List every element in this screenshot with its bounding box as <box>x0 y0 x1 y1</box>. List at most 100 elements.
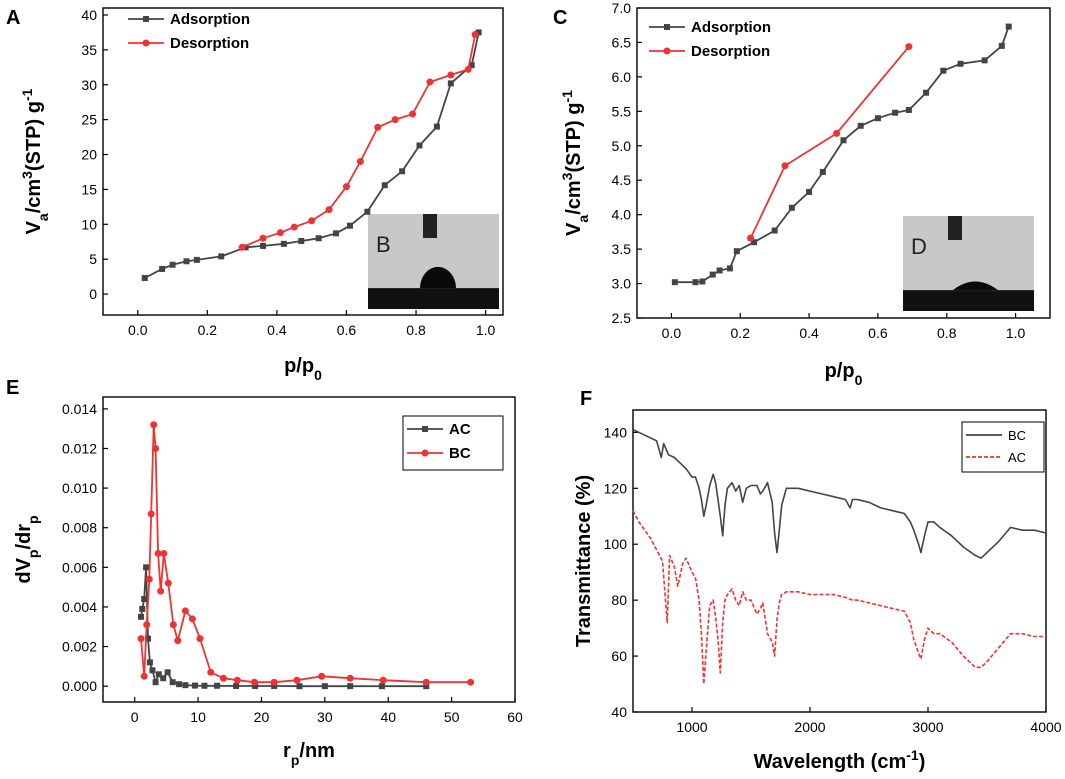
inset-background <box>903 216 1034 291</box>
x-tick-label: 0.2 <box>198 322 218 338</box>
x-tick-label: 4000 <box>1030 719 1061 735</box>
data-point-circle <box>147 510 155 518</box>
data-point-square <box>296 683 303 690</box>
series-desorption <box>747 43 913 242</box>
data-point-square <box>751 239 758 246</box>
x-axis-label-part-1: p <box>291 752 300 768</box>
data-point-circle <box>318 672 326 680</box>
inset-letter: B <box>376 232 391 257</box>
x-tick-label: 2000 <box>794 719 825 735</box>
x-tick-label: 0.0 <box>128 322 148 338</box>
x-axis-label: p/p0 <box>825 360 863 388</box>
y-tick-label: 3.5 <box>612 241 632 257</box>
data-point-square <box>726 265 733 272</box>
y-axis-label-part-4: (STP) g <box>23 101 45 171</box>
data-point-square <box>149 667 156 674</box>
y-tick-label: 40 <box>611 704 627 720</box>
data-point-circle <box>140 672 148 680</box>
data-point-square <box>176 681 183 688</box>
x-tick-label: 0 <box>131 709 139 725</box>
data-point-square <box>692 279 699 286</box>
y-tick-label: 2.5 <box>612 310 632 326</box>
y-axis-label: Va/cm3(STP) g-1 <box>19 88 51 234</box>
data-point-square <box>271 682 278 689</box>
contact-angle-inset: B <box>368 214 499 309</box>
data-point-square <box>152 679 159 686</box>
data-point-square <box>183 258 190 265</box>
data-point-square <box>169 679 176 686</box>
y-axis-label-part-2: /dr <box>13 524 35 550</box>
data-point-circle <box>196 635 204 643</box>
data-point-circle <box>409 110 417 118</box>
data-point-square <box>333 230 340 237</box>
data-point-circle <box>346 674 354 682</box>
data-point-circle <box>169 621 177 629</box>
data-point-circle <box>290 223 298 231</box>
chart-panel-f: 40 60 80 100 120 140 1000 2000 3000 4000 Wavelengt… <box>573 409 1062 773</box>
y-tick-label: 80 <box>611 592 627 608</box>
x-axis-label-part-0: p/p <box>825 360 855 382</box>
panel-letter-f: F <box>580 388 592 410</box>
x-axis-label-part-0: r <box>283 740 291 762</box>
inset-substrate <box>903 290 1034 311</box>
x-tick-label: 0.6 <box>868 325 888 341</box>
data-point-circle <box>188 615 196 623</box>
data-point-square <box>146 659 153 666</box>
data-point-circle <box>342 183 350 191</box>
y-tick-label: 0.000 <box>62 678 97 694</box>
data-point-circle <box>781 162 789 170</box>
data-point-circle <box>207 668 215 676</box>
plot-frame <box>632 409 1047 713</box>
data-point-square <box>733 248 740 255</box>
legend-swatch-marker <box>143 16 149 22</box>
data-point-square <box>138 613 145 620</box>
data-point-circle <box>154 549 162 557</box>
data-point-square <box>771 227 778 234</box>
data-point-square <box>998 42 1005 49</box>
data-point-square <box>874 115 881 122</box>
data-point-square <box>164 669 171 676</box>
data-point-circle <box>270 678 278 686</box>
y-tick-label: 5 <box>89 251 97 267</box>
y-tick-label: 4.5 <box>612 172 632 188</box>
data-point-square <box>857 122 864 129</box>
data-point-circle <box>250 678 258 686</box>
x-axis-label-part-0: Wavelength (cm <box>754 751 907 773</box>
data-point-square <box>716 267 723 274</box>
y-axis-label-part-3: 3 <box>559 172 575 180</box>
legend-swatch-marker <box>142 39 150 47</box>
data-point-circle <box>181 607 189 615</box>
data-point-square <box>468 62 475 69</box>
data-point-circle <box>464 65 472 73</box>
legend-label: Desorption <box>170 35 249 52</box>
data-point-square <box>475 29 482 36</box>
series-ac <box>632 510 1046 685</box>
data-point-circle <box>747 234 755 242</box>
y-tick-label: 0.004 <box>62 599 97 615</box>
y-tick-label: 20 <box>81 147 97 163</box>
data-point-circle <box>471 31 479 39</box>
data-point-square <box>892 109 899 116</box>
data-point-circle <box>233 676 241 684</box>
y-tick-label: 30 <box>81 77 97 93</box>
legend-label: AC <box>449 421 471 438</box>
series-adsorption <box>141 29 482 282</box>
data-point-circle <box>325 206 333 214</box>
y-axis-label-part-1: a <box>575 215 591 223</box>
data-point-square <box>671 279 678 286</box>
x-tick-label: 0.8 <box>406 322 426 338</box>
y-tick-label: 35 <box>81 42 97 58</box>
x-axis-label-part-1: 0 <box>855 372 863 388</box>
y-axis-label: Transmittance (%) <box>573 475 595 647</box>
series-bc <box>632 428 1047 560</box>
series-line-ac <box>140 566 427 688</box>
x-axis-label-part-2: ) <box>919 751 926 773</box>
y-tick-label: 100 <box>604 536 628 552</box>
data-point-square <box>981 57 988 64</box>
x-tick-label: 0.0 <box>662 325 682 341</box>
contact-angle-inset: D <box>903 216 1034 311</box>
data-point-square <box>1005 23 1012 30</box>
x-axis-label: p/p0 <box>284 355 322 383</box>
data-point-square <box>160 675 167 682</box>
